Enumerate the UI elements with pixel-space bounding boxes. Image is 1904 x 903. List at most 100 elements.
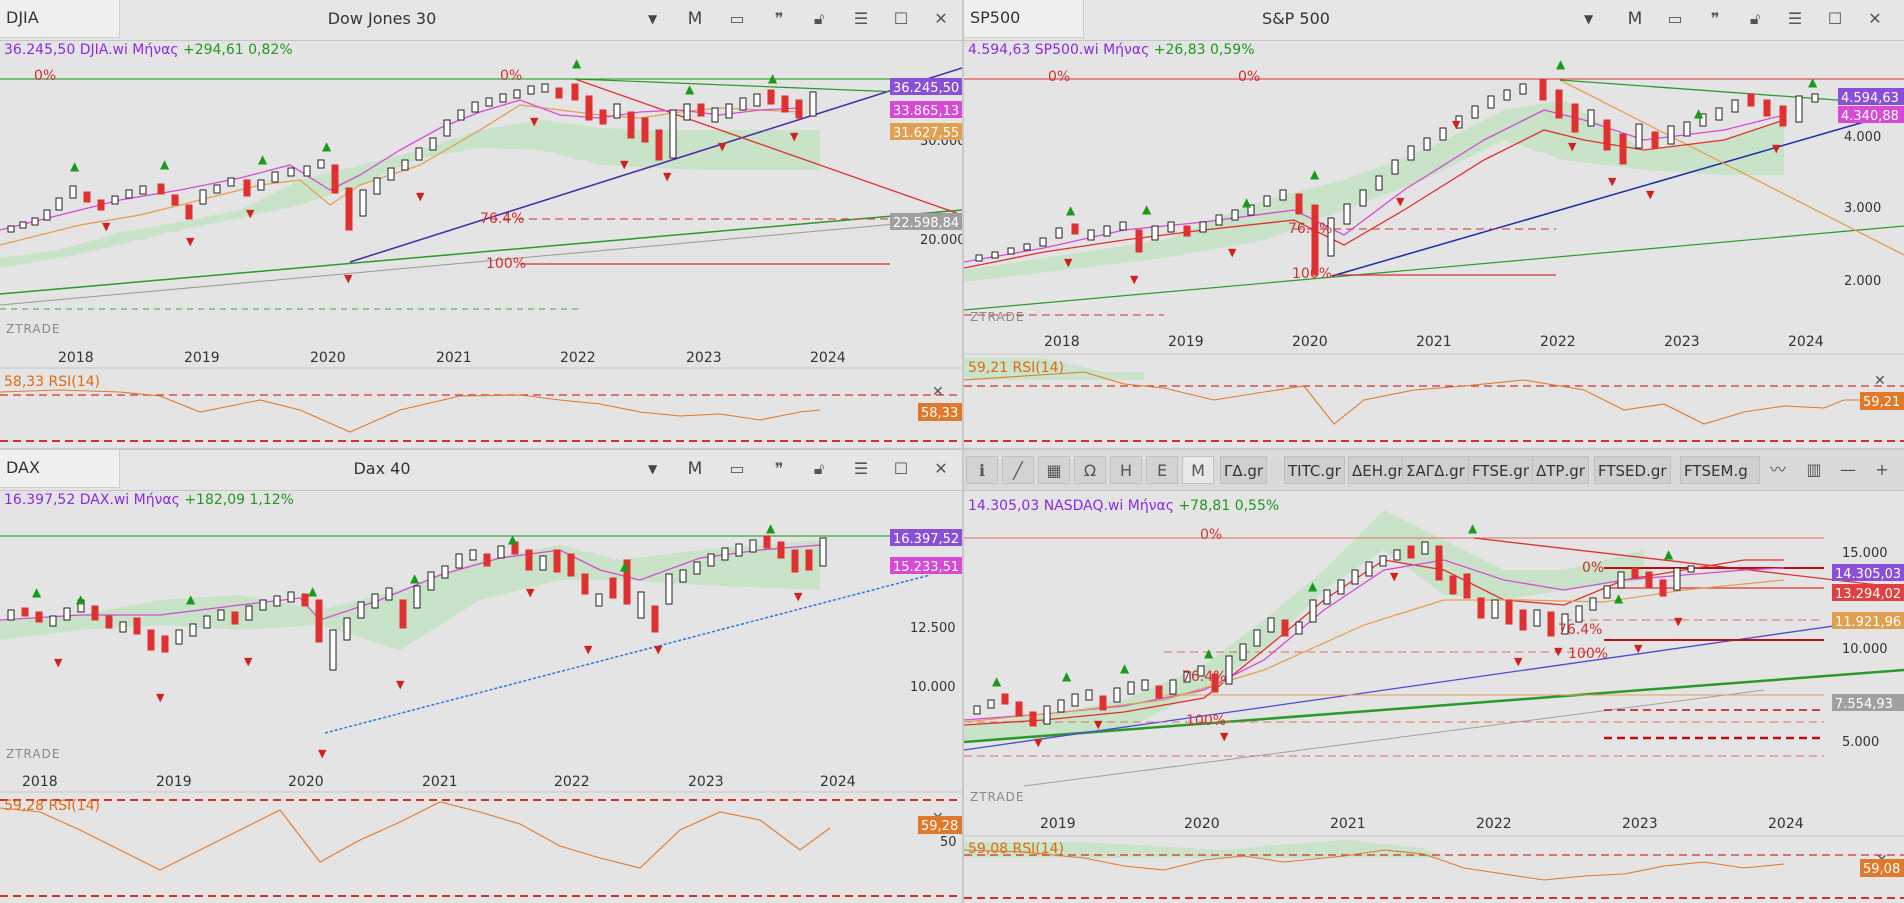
- omega-icon[interactable]: Ω: [1074, 456, 1106, 484]
- watchlist-tab[interactable]: ΔΕΗ.gr: [1348, 456, 1408, 484]
- quote-icon[interactable]: ❞: [1710, 9, 1720, 28]
- instrument-name[interactable]: Dow Jones 30: [327, 9, 437, 28]
- nasdaq-chart[interactable]: ▲ ▲ ▲ ▲ ▲ ▲ ▲ ▲ ▼ ▼ ▼ ▼ ▼ ▼ ▼ ▼ 0% 0% 76.4% 76.4…: [964, 450, 1904, 903]
- svg-text:▲: ▲: [76, 592, 86, 606]
- quote-icon[interactable]: ❞: [774, 9, 784, 28]
- svg-text:▼: ▼: [1646, 188, 1655, 201]
- svg-text:▼: ▼: [1608, 175, 1617, 188]
- svg-text:▼: ▼: [584, 643, 593, 656]
- svg-text:15.000: 15.000: [1842, 546, 1888, 561]
- svg-text:▲: ▲: [1062, 669, 1072, 683]
- svg-text:2021: 2021: [436, 350, 472, 366]
- svg-text:2021: 2021: [422, 774, 458, 790]
- svg-text:▲: ▲: [160, 157, 170, 171]
- line-chart-icon[interactable]: 〰: [1769, 460, 1786, 479]
- close-icon[interactable]: ✕: [934, 459, 948, 478]
- orange-ma: [0, 104, 801, 246]
- svg-text:▲: ▲: [410, 571, 420, 585]
- draw-line-icon[interactable]: ╱: [1002, 456, 1034, 484]
- svg-text:15.233,51: 15.233,51: [893, 560, 959, 575]
- close-icon[interactable]: ✕: [1874, 373, 1886, 389]
- window-icon[interactable]: ▭: [729, 459, 745, 478]
- watchlist-tab[interactable]: ΣΑΓΔ.gr: [1402, 456, 1469, 484]
- svg-text:▲: ▲: [1556, 57, 1566, 71]
- svg-text:2018: 2018: [1044, 334, 1080, 350]
- nasdaq-chart-panel[interactable]: ℹ ╱ ▦ Ω H E M ΓΔ.gr TITC.gr ΔΕΗ.gr ΣΑΓΔ.…: [964, 450, 1904, 903]
- timeframe-m[interactable]: M: [1182, 456, 1214, 484]
- svg-text:7.554,93: 7.554,93: [1835, 697, 1893, 712]
- close-icon[interactable]: ✕: [1868, 9, 1882, 28]
- svg-text:▼: ▼: [416, 190, 425, 203]
- watchlist-tab[interactable]: ΔΤΡ.gr: [1532, 456, 1589, 484]
- chevron-down-icon[interactable]: ▼: [648, 462, 658, 476]
- dax-chart-panel[interactable]: DAX Dax 40 ▼ M ▭ ❞ 🔓︎ ☰ ☐ ✕ 16.397,52 DA…: [0, 450, 962, 903]
- symbol-field[interactable]: DAX: [0, 450, 120, 488]
- svg-text:▼: ▼: [1674, 615, 1683, 628]
- svg-text:2018: 2018: [58, 350, 94, 366]
- timeframe-h[interactable]: H: [1110, 456, 1142, 484]
- svg-text:2022: 2022: [560, 350, 596, 366]
- bar-chart-icon[interactable]: ▥: [1806, 460, 1822, 479]
- instrument-name[interactable]: S&P 500: [1262, 9, 1330, 28]
- menu-icon[interactable]: ☰: [853, 9, 869, 28]
- price-level: 20.000: [920, 233, 962, 248]
- maximize-icon[interactable]: ☐: [893, 9, 909, 28]
- maximize-icon[interactable]: ☐: [1827, 9, 1843, 28]
- menu-icon[interactable]: ☰: [853, 459, 869, 478]
- djia-chart[interactable]: ▲ ▲ ▲ ▲ ▲ ▲ ▲ ▼ ▼ ▼ ▼ ▼ ▼ ▼ ▼ ▼ ▼ 0% 0% 76.4% 10…: [0, 0, 962, 448]
- svg-text:▼: ▼: [530, 115, 539, 128]
- lock-icon[interactable]: 🔓︎: [813, 459, 825, 478]
- timeframe-button[interactable]: M: [687, 9, 703, 29]
- maximize-icon[interactable]: ☐: [893, 459, 909, 478]
- svg-text:▲: ▲: [1066, 203, 1076, 217]
- svg-text:▼: ▼: [1568, 140, 1577, 153]
- symbol-field[interactable]: DJIA: [0, 0, 120, 38]
- info-icon[interactable]: ℹ: [966, 456, 998, 484]
- svg-text:▼: ▼: [654, 643, 663, 656]
- svg-text:2024: 2024: [820, 774, 856, 790]
- grid-icon[interactable]: ▦: [1038, 456, 1070, 484]
- plus-icon[interactable]: +: [1875, 460, 1889, 479]
- minus-icon[interactable]: —: [1840, 460, 1856, 479]
- svg-text:3.000: 3.000: [1844, 201, 1881, 216]
- lock-icon[interactable]: 🔓︎: [813, 9, 825, 28]
- timeframe-button[interactable]: M: [687, 459, 703, 479]
- svg-text:59,21 RSI(14): 59,21 RSI(14): [968, 360, 1064, 376]
- svg-text:2019: 2019: [1168, 334, 1204, 350]
- svg-text:2024: 2024: [1788, 334, 1824, 350]
- window-icon[interactable]: ▭: [1667, 9, 1683, 28]
- dax-chart[interactable]: ▲ ▲ ▲▲ ▲▲ ▲▲ ▼▼ ▼▼ ▼▼ ▼ ▼ ▼ 12.500 10.000 …: [0, 450, 962, 903]
- watchlist-tab[interactable]: ΓΔ.gr: [1220, 456, 1268, 484]
- watchlist-tab[interactable]: FTSED.gr: [1594, 456, 1671, 484]
- close-icon[interactable]: ✕: [932, 384, 944, 400]
- svg-text:2022: 2022: [554, 774, 590, 790]
- watchlist-tab[interactable]: FTSEM.g: [1680, 456, 1760, 484]
- watchlist-tab[interactable]: TITC.gr: [1284, 456, 1345, 484]
- svg-text:▲: ▲: [1664, 547, 1674, 561]
- price-info: 16.397,52 DAX.wi Μήνας +182,09 1,12%: [4, 492, 294, 508]
- timeframe-button[interactable]: M: [1627, 9, 1643, 29]
- timeframe-e[interactable]: E: [1146, 456, 1178, 484]
- watermark: ZTRADE: [6, 322, 60, 336]
- djia-chart-panel[interactable]: DJIA Dow Jones 30 ▼ M ▭ ❞ 🔓︎ ☰ ☐ ✕ 36.24…: [0, 0, 962, 448]
- menu-icon[interactable]: ☰: [1787, 9, 1803, 28]
- svg-text:▼: ▼: [620, 158, 629, 171]
- quote-icon[interactable]: ❞: [774, 459, 784, 478]
- symbol-field[interactable]: SP500: [964, 0, 1084, 38]
- lock-icon[interactable]: 🔓︎: [1749, 9, 1761, 28]
- sp500-chart-panel[interactable]: SP500 S&P 500 ▼ M ▭ ❞ 🔓︎ ☰ ☐ ✕ 4.594,63 …: [964, 0, 1904, 448]
- svg-text:▼: ▼: [718, 140, 727, 153]
- djia-toolbar: DJIA Dow Jones 30 ▼ M ▭ ❞ 🔓︎ ☰ ☐ ✕: [0, 0, 962, 41]
- sp500-toolbar: SP500 S&P 500 ▼ M ▭ ❞ 🔓︎ ☰ ☐ ✕: [964, 0, 1904, 41]
- chevron-down-icon[interactable]: ▼: [1584, 12, 1594, 26]
- watchlist-tab[interactable]: FTSE.gr: [1468, 456, 1533, 484]
- rsi-line: [0, 389, 821, 433]
- svg-text:2019: 2019: [156, 774, 192, 790]
- close-icon[interactable]: ✕: [934, 9, 948, 28]
- chevron-down-icon[interactable]: ▼: [648, 12, 658, 26]
- instrument-name[interactable]: Dax 40: [353, 459, 411, 478]
- svg-text:▼: ▼: [1094, 718, 1103, 731]
- window-icon[interactable]: ▭: [729, 9, 745, 28]
- sp500-chart[interactable]: ▲ ▲ ▲ ▲ ▲ ▲ ▲ ▼ ▼ ▼ ▼ ▼ ▼ ▼ ▼ ▼ 0% 0% 76.4% 100…: [964, 0, 1904, 448]
- svg-text:▲: ▲: [1694, 106, 1704, 120]
